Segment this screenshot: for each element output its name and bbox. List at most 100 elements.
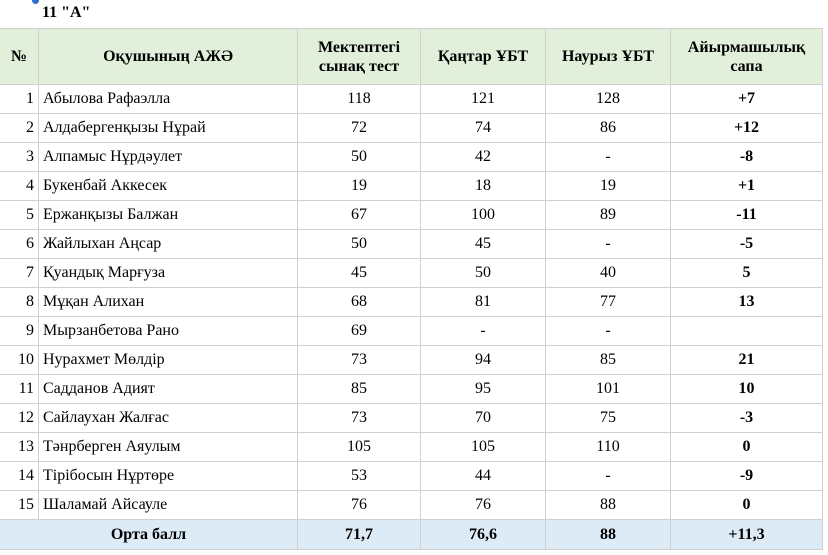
table-cell: 89	[545, 200, 671, 230]
table-cell: Абылова Рафаэлла	[38, 84, 298, 114]
cell-cursor	[32, 0, 39, 4]
table-cell: 67	[297, 200, 421, 230]
table-row: 7 Қуандық Марғуза 45 50 40 5	[0, 258, 823, 288]
table-row: 4 Букенбай Аккесек 19 18 19 +1	[0, 171, 823, 201]
average-cell: Орта балл	[0, 519, 298, 550]
table-row: 10 Нурахмет Мөлдір 73 94 85 21	[0, 345, 823, 375]
table-cell: 88	[545, 490, 671, 520]
table-cell: 105	[420, 432, 546, 462]
table-cell: 110	[545, 432, 671, 462]
table-cell: 3	[0, 142, 39, 172]
table-cell: Шаламай Айсауле	[38, 490, 298, 520]
table-cell: 1	[0, 84, 39, 114]
table-cell: Алдабергенқызы Нұрай	[38, 113, 298, 143]
table-cell: 50	[297, 142, 421, 172]
table-cell: 50	[297, 229, 421, 259]
score-table: № Оқушының АЖӘ Мектептегі сынақ тест Қаңтар…	[0, 28, 823, 550]
table-cell	[670, 316, 823, 346]
table-row: 1 Абылова Рафаэлла 118 121 128 +7	[0, 84, 823, 114]
table-row: 15 Шаламай Айсауле 76 76 88 0	[0, 490, 823, 520]
table-cell: +12	[670, 113, 823, 143]
table-cell: 40	[545, 258, 671, 288]
table-cell: -8	[670, 142, 823, 172]
table-cell: Нурахмет Мөлдір	[38, 345, 298, 375]
table-cell: 0	[670, 490, 823, 520]
table-cell: Мұқан Алихан	[38, 287, 298, 317]
table-cell: -	[545, 316, 671, 346]
table-cell: 72	[297, 113, 421, 143]
table-cell: 77	[545, 287, 671, 317]
average-cell: 88	[545, 519, 671, 550]
table-cell: 73	[297, 403, 421, 433]
table-cell: 5	[670, 258, 823, 288]
table-cell: 95	[420, 374, 546, 404]
table-cell: 45	[297, 258, 421, 288]
table-row: 2 Алдабергенқызы Нұрай 72 74 86 +12	[0, 113, 823, 143]
average-row: Орта балл 71,7 76,6 88 +11,3	[0, 519, 823, 550]
table-cell: Тәнрберген Аяулым	[38, 432, 298, 462]
table-cell: -	[420, 316, 546, 346]
table-cell: 2	[0, 113, 39, 143]
table-cell: 128	[545, 84, 671, 114]
table-cell: 74	[420, 113, 546, 143]
table-cell: 53	[297, 461, 421, 491]
table-cell: Букенбай Аккесек	[38, 171, 298, 201]
column-header: Оқушының АЖӘ	[38, 28, 298, 85]
average-cell: +11,3	[670, 519, 823, 550]
table-cell: 69	[297, 316, 421, 346]
table-cell: 21	[670, 345, 823, 375]
table-cell: 9	[0, 316, 39, 346]
table-cell: Мырзанбетова Рано	[38, 316, 298, 346]
table-cell: -5	[670, 229, 823, 259]
sheet-title: 11 "А"	[42, 4, 91, 21]
column-header: Наурыз ҰБТ	[545, 28, 671, 85]
column-header: Айырмашылық сапа	[670, 28, 823, 85]
table-cell: Садданов Адият	[38, 374, 298, 404]
table-cell: 76	[420, 490, 546, 520]
table-cell: Жайлыхан Аңсар	[38, 229, 298, 259]
table-cell: Алпамыс Нұрдәулет	[38, 142, 298, 172]
table-row: 14 Тірібосын Нұртөре 53 44- -9	[0, 461, 823, 491]
table-cell: +1	[670, 171, 823, 201]
table-cell: Ержанқызы Балжан	[38, 200, 298, 230]
table-cell: 81	[420, 287, 546, 317]
table-cell: -	[545, 461, 671, 491]
table-cell: -3	[670, 403, 823, 433]
table-row: 8 Мұқан Алихан 68 81 77 13	[0, 287, 823, 317]
header-row: № Оқушының АЖӘ Мектептегі сынақ тест Қаңтар…	[0, 28, 823, 85]
table-row: 3 Алпамыс Нұрдәулет 50 42- -8	[0, 142, 823, 172]
table-cell: 50	[420, 258, 546, 288]
table-cell: Сайлаухан Жалғас	[38, 403, 298, 433]
table-cell: 13	[0, 432, 39, 462]
column-header: Қаңтар ҰБТ	[420, 28, 546, 85]
table-cell: -	[545, 142, 671, 172]
table-cell: 8	[0, 287, 39, 317]
table-cell: 12	[0, 403, 39, 433]
table-cell: 75	[545, 403, 671, 433]
table-cell: -11	[670, 200, 823, 230]
average-cell: 71,7	[297, 519, 421, 550]
table-cell: 0	[670, 432, 823, 462]
table-cell: 7	[0, 258, 39, 288]
table-cell: 73	[297, 345, 421, 375]
table-cell: 85	[297, 374, 421, 404]
table-cell: 4	[0, 171, 39, 201]
column-header: №	[0, 28, 39, 85]
table-cell: 14	[0, 461, 39, 491]
average-cell: 76,6	[420, 519, 546, 550]
table-cell: 94	[420, 345, 546, 375]
table-row: 6 Жайлыхан Аңсар 50 45- -5	[0, 229, 823, 259]
table-cell: 100	[420, 200, 546, 230]
table-cell: 118	[297, 84, 421, 114]
table-row: 5 Ержанқызы Балжан 67 100 89 -11	[0, 200, 823, 230]
table-row: 11 Садданов Адият 85 95 101 10	[0, 374, 823, 404]
table-cell: 76	[297, 490, 421, 520]
table-cell: 70	[420, 403, 546, 433]
table-cell: +7	[670, 84, 823, 114]
table-cell: 42	[420, 142, 546, 172]
table-cell: 10	[670, 374, 823, 404]
table-cell: 85	[545, 345, 671, 375]
table-cell: -	[545, 229, 671, 259]
table-cell: 6	[0, 229, 39, 259]
